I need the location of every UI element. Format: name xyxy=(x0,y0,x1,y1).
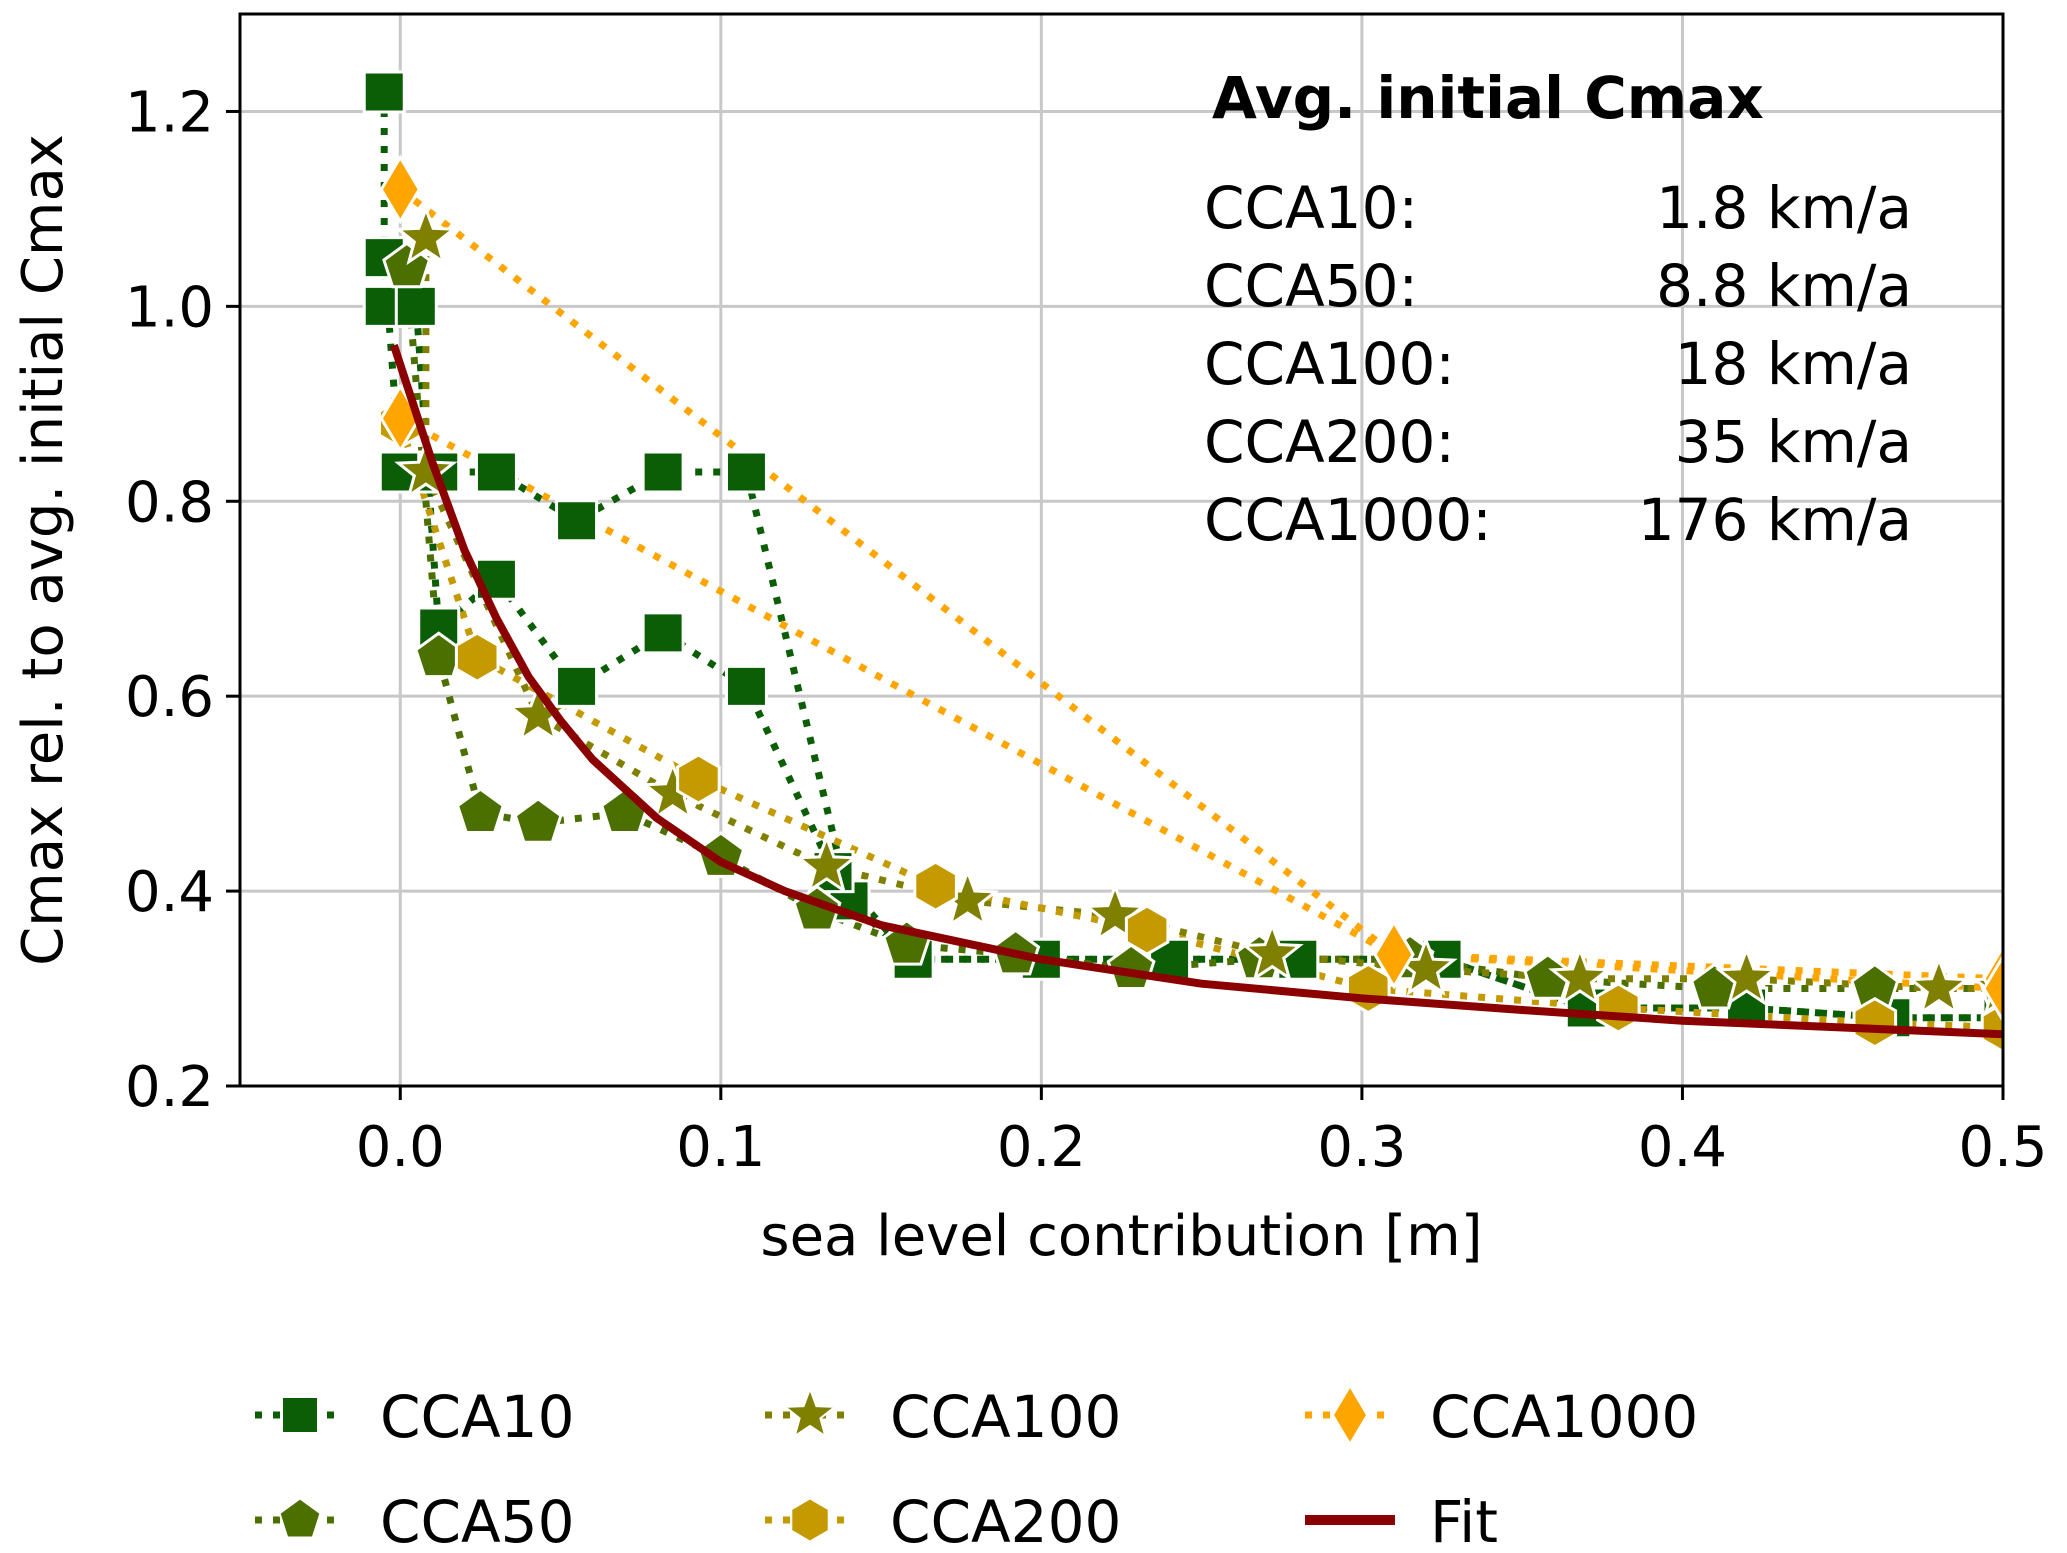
cca200-point xyxy=(1980,1001,2003,1054)
cca100-point xyxy=(1240,921,1304,982)
y-tick-label: 1.0 xyxy=(125,275,214,340)
axis-ticks: 0.0 0.1 0.2 0.3 0.4 0.5 0.2 0.4 0.6 0.8 1.0 1.2 xyxy=(125,80,2048,1180)
cca100-point xyxy=(1548,945,1612,1006)
cca100-point xyxy=(1907,955,1971,1016)
y-tick-label: 0.6 xyxy=(125,665,214,730)
fit-line xyxy=(390,344,2003,1039)
legend-label: CCA50 xyxy=(380,1488,574,1553)
cca10-point xyxy=(474,450,518,494)
legend-label: CCA1000 xyxy=(1430,1383,1698,1451)
legend-item-cca200: CCA200 xyxy=(765,1488,1121,1553)
cca10-point xyxy=(641,611,685,655)
y-tick-label: 0.8 xyxy=(125,470,214,535)
cca10-point xyxy=(555,499,599,543)
legend-item-fit: Fit xyxy=(1305,1488,1498,1553)
y-tick-label: 0.2 xyxy=(125,1055,214,1120)
diamond-icon xyxy=(1331,1384,1369,1446)
cca100-point xyxy=(394,204,458,266)
cca10-point xyxy=(362,70,406,114)
legend-item-cca10: CCA10 xyxy=(255,1383,574,1451)
cca100-point xyxy=(1083,882,1147,943)
annotation-value: 35 km/a xyxy=(1675,408,1912,476)
series-markers xyxy=(362,70,2003,1054)
cca100-point xyxy=(394,438,458,499)
legend-label: Fit xyxy=(1430,1488,1498,1553)
legend-label: CCA100 xyxy=(890,1383,1121,1451)
cca10-point xyxy=(724,664,768,708)
annotation-label: CCA1000: xyxy=(1204,486,1492,554)
annotation-label: CCA200: xyxy=(1204,408,1455,476)
axes-frame xyxy=(238,12,2005,1088)
legend-item-cca1000: CCA1000 xyxy=(1305,1383,1698,1451)
y-axis-label: Cmax rel. to avg. initial Cmax xyxy=(11,134,76,966)
legend-label: CCA10 xyxy=(380,1383,574,1451)
cca200-point xyxy=(913,860,958,912)
cca50-point xyxy=(600,787,650,834)
cca100-point xyxy=(506,682,570,743)
annotation-box: Avg. initial Cmax CCA10: 1.8 km/a CCA50: 8.… xyxy=(1204,64,1912,554)
hexagon-icon xyxy=(790,1497,830,1543)
annotation-value: 176 km/a xyxy=(1638,486,1912,554)
cca50-point xyxy=(455,787,505,834)
cca1000-point xyxy=(379,154,422,225)
cca1000-point xyxy=(1982,953,2003,1024)
cca50-line xyxy=(403,267,2003,992)
annotation-value: 8.8 km/a xyxy=(1656,252,1912,320)
cca100-point xyxy=(794,833,859,894)
cca200-point xyxy=(1852,996,1898,1049)
x-tick-label: 0.1 xyxy=(676,1115,765,1180)
annotation-title: Avg. initial Cmax xyxy=(1212,64,1764,132)
star-icon xyxy=(782,1386,838,1439)
annotation-label: CCA50: xyxy=(1204,252,1418,320)
cca200-point xyxy=(1346,962,1391,1015)
annotation-label: CCA100: xyxy=(1204,330,1455,398)
cca1000-point xyxy=(1373,919,1415,990)
y-tick-label: 0.4 xyxy=(125,860,214,925)
square-icon xyxy=(281,1396,319,1434)
cca200-point xyxy=(1596,982,1641,1034)
annotation-value: 1.8 km/a xyxy=(1656,174,1912,242)
x-axis-label: sea level contribution [m] xyxy=(760,1204,1482,1269)
annotation-value: 18 km/a xyxy=(1675,330,1912,398)
legend-item-cca50: CCA50 xyxy=(255,1488,574,1553)
cca1000-line xyxy=(398,186,2003,983)
legend-label: CCA200 xyxy=(890,1488,1121,1553)
cca1000-line xyxy=(398,415,2003,992)
cca10-point xyxy=(724,450,768,494)
x-tick-label: 0.2 xyxy=(997,1115,1086,1180)
x-tick-label: 0.5 xyxy=(1958,1115,2047,1180)
cca200-point xyxy=(454,631,500,683)
legend: CCA10 CCA50 CCA100 CCA200 CCA1000 Fit xyxy=(255,1383,1698,1553)
y-tick-label: 1.2 xyxy=(125,80,214,145)
x-tick-label: 0.3 xyxy=(1317,1115,1406,1180)
x-tick-label: 0.4 xyxy=(1638,1115,1727,1180)
x-tick-label: 0.0 xyxy=(356,1115,445,1180)
cca10-point xyxy=(394,284,438,328)
cca200-point xyxy=(676,753,721,805)
plot-area xyxy=(362,70,2003,1054)
legend-item-cca100: CCA100 xyxy=(765,1383,1121,1451)
annotation-label: CCA10: xyxy=(1204,174,1418,242)
cca10-point xyxy=(555,664,599,708)
cca100-point xyxy=(1714,945,1779,1006)
cca200-point xyxy=(1124,904,1170,956)
pentagon-icon xyxy=(278,1497,322,1539)
cca50-point xyxy=(513,797,563,844)
cca10-point xyxy=(641,450,685,494)
